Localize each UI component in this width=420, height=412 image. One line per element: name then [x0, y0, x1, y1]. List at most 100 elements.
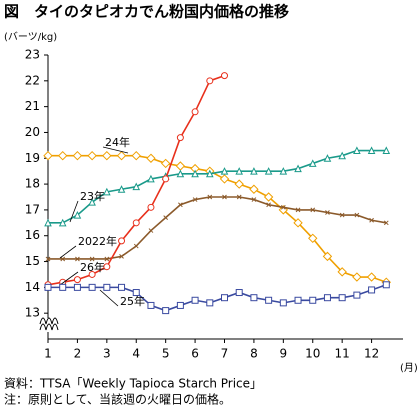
- point: [279, 167, 288, 175]
- point: [45, 256, 51, 262]
- label-leader: [99, 289, 119, 307]
- y-tick-label: 23: [25, 48, 40, 62]
- series-label: 26年: [80, 260, 105, 274]
- point: [104, 256, 110, 262]
- point: [88, 283, 96, 291]
- point: [250, 167, 258, 175]
- point: [337, 267, 347, 277]
- point: [118, 283, 126, 291]
- point: [338, 294, 346, 302]
- point: [176, 301, 184, 309]
- point: [176, 134, 184, 142]
- x-tick-label: 10: [305, 347, 320, 361]
- point: [191, 169, 199, 178]
- point: [59, 283, 67, 291]
- point: [250, 294, 258, 302]
- x-tick-label: 1: [44, 347, 52, 361]
- point: [132, 219, 140, 227]
- series-line: [48, 149, 387, 224]
- series-line: [48, 284, 387, 312]
- point: [75, 256, 80, 262]
- point: [116, 150, 127, 161]
- point: [382, 281, 390, 289]
- point: [73, 210, 82, 219]
- x-tick-label: 9: [280, 347, 288, 361]
- point: [353, 291, 361, 299]
- point: [323, 294, 331, 302]
- label-leader: [59, 271, 79, 286]
- x-tick-label: 2: [74, 347, 82, 361]
- point: [383, 220, 389, 226]
- x-tick-label: 7: [221, 347, 229, 361]
- point: [132, 182, 141, 191]
- point: [235, 167, 244, 175]
- point: [235, 289, 243, 297]
- point: [191, 108, 199, 116]
- point: [263, 192, 274, 202]
- point: [309, 296, 317, 304]
- y-tick-label: 20: [25, 125, 40, 139]
- point: [117, 185, 126, 193]
- point: [103, 263, 111, 271]
- point: [72, 150, 83, 161]
- point: [220, 167, 229, 175]
- y-tick-label: 15: [25, 254, 40, 268]
- point: [366, 272, 377, 282]
- point: [163, 215, 169, 221]
- point: [43, 150, 53, 161]
- point: [206, 299, 214, 307]
- point: [162, 307, 170, 315]
- point: [103, 283, 111, 291]
- x-tick-label: 6: [191, 347, 199, 361]
- series-label: 25年: [120, 294, 145, 308]
- point: [58, 218, 67, 227]
- x-axis-label: (月): [400, 362, 418, 374]
- point: [354, 212, 360, 218]
- series-line: [48, 196, 387, 260]
- point: [131, 150, 141, 161]
- point: [191, 296, 199, 304]
- point: [58, 150, 68, 161]
- point: [382, 146, 391, 155]
- point: [102, 150, 112, 161]
- point: [323, 154, 332, 162]
- point: [160, 158, 171, 169]
- point: [73, 276, 81, 284]
- point: [176, 169, 185, 178]
- y-tick-label: 17: [25, 202, 40, 216]
- y-tick-label: 18: [25, 177, 40, 191]
- y-tick-label: 22: [25, 73, 40, 87]
- point: [251, 197, 257, 202]
- y-tick-label: 13: [25, 306, 40, 320]
- point: [89, 256, 95, 262]
- point: [221, 72, 228, 80]
- y-axis-label: (バーツ/kg): [4, 31, 57, 43]
- point: [206, 77, 214, 85]
- point: [310, 207, 316, 213]
- point: [87, 150, 97, 161]
- axis-break: [39, 317, 59, 331]
- x-tick-label: 12: [364, 347, 379, 361]
- point: [44, 283, 52, 291]
- point: [295, 207, 301, 213]
- point: [207, 194, 213, 200]
- point: [147, 203, 155, 211]
- point: [367, 146, 376, 155]
- point: [133, 243, 139, 249]
- x-tick-label: 4: [132, 347, 140, 361]
- label-leader: [102, 146, 129, 154]
- point: [221, 294, 228, 302]
- point: [44, 218, 52, 227]
- point: [88, 198, 96, 206]
- point: [308, 233, 318, 244]
- point: [264, 167, 273, 175]
- label-leader: [69, 200, 79, 223]
- point: [178, 202, 183, 208]
- axis-break-bg: [40, 318, 58, 332]
- point: [234, 179, 244, 189]
- series-label: 23年: [80, 189, 105, 203]
- y-tick-label: 14: [25, 280, 40, 294]
- x-tick-label: 5: [162, 347, 170, 361]
- point: [368, 286, 376, 294]
